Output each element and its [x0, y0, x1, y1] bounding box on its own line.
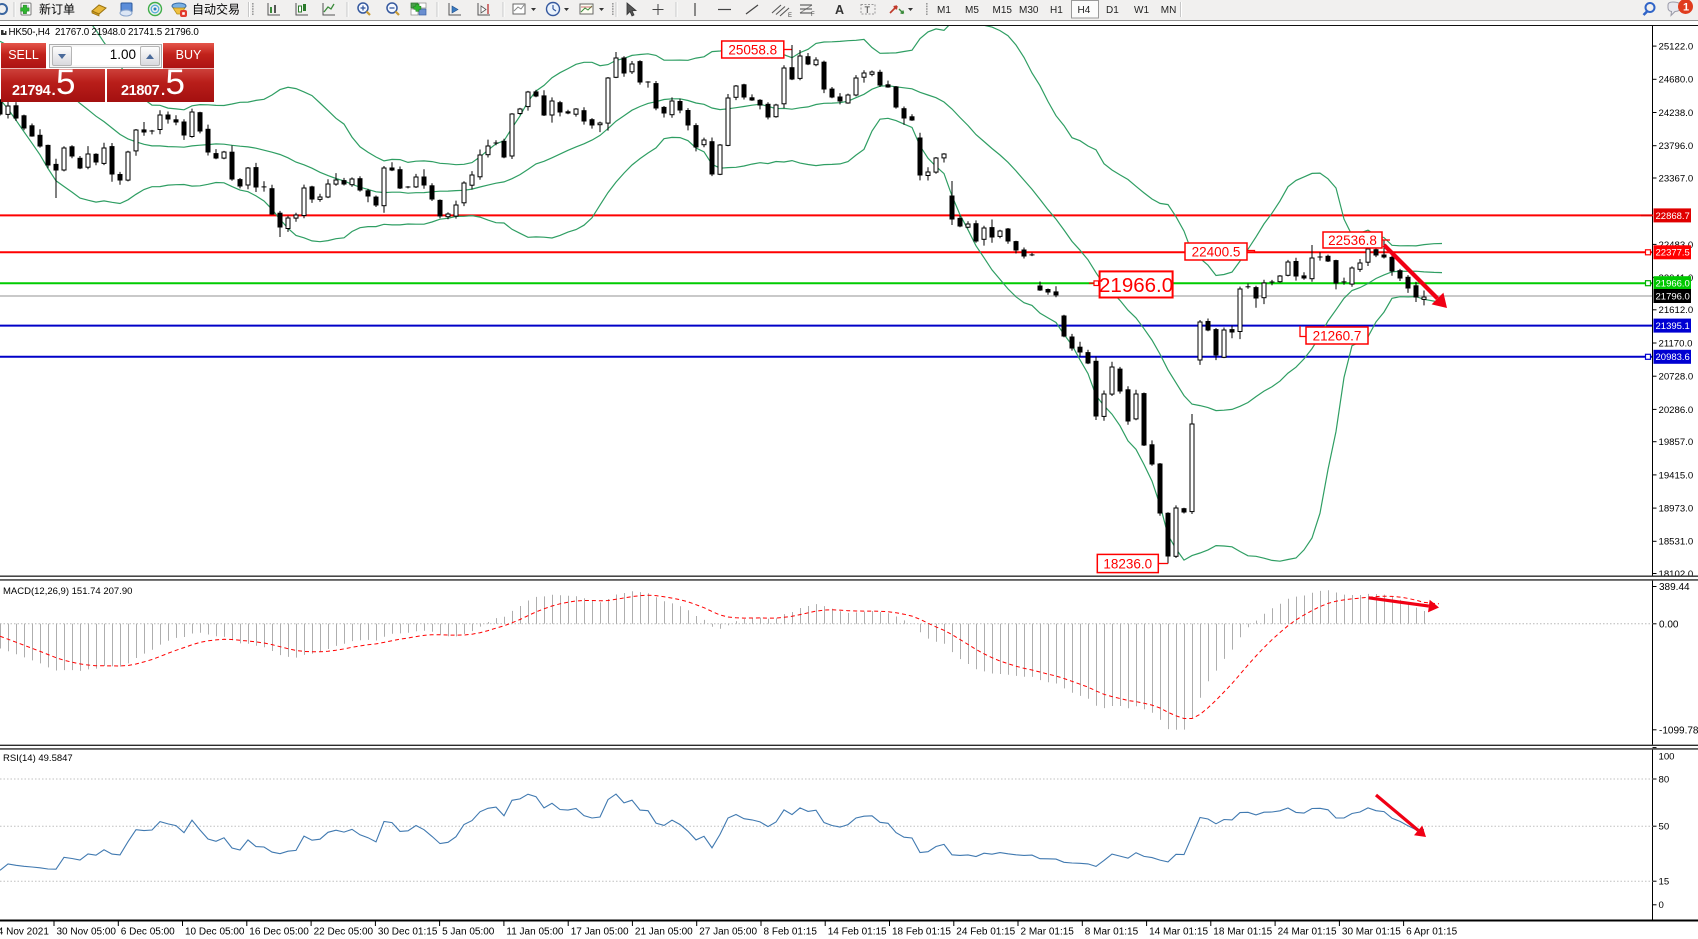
svg-text:F: F [811, 12, 815, 18]
svg-text:14 Mar 01:15: 14 Mar 01:15 [1149, 927, 1208, 938]
svg-text:0: 0 [1659, 900, 1664, 911]
svg-text:50: 50 [1659, 822, 1670, 833]
svg-text:20983.6: 20983.6 [1656, 352, 1690, 363]
svg-text:W1: W1 [1134, 5, 1149, 16]
svg-text:10 Dec 05:00: 10 Dec 05:00 [185, 927, 245, 938]
svg-text:16 Dec 05:00: 16 Dec 05:00 [249, 927, 309, 938]
svg-text:22536.8: 22536.8 [1328, 233, 1377, 248]
svg-text:22 Dec 05:00: 22 Dec 05:00 [314, 927, 374, 938]
svg-text:30 Nov 05:00: 30 Nov 05:00 [57, 927, 117, 938]
svg-text:T: T [865, 5, 871, 15]
svg-text:21796.0: 21796.0 [1656, 291, 1690, 302]
svg-text:21966.0: 21966.0 [1099, 274, 1173, 297]
svg-text:18 Mar 01:15: 18 Mar 01:15 [1213, 927, 1272, 938]
svg-text:H1: H1 [1050, 5, 1063, 16]
svg-text:18531.0: 18531.0 [1659, 537, 1694, 548]
svg-text:18236.0: 18236.0 [1103, 556, 1152, 571]
svg-text:19857.0: 19857.0 [1659, 437, 1694, 448]
svg-text:21612.0: 21612.0 [1659, 305, 1694, 316]
svg-text:389.44: 389.44 [1659, 582, 1690, 593]
svg-text:23796.0: 23796.0 [1659, 141, 1694, 152]
svg-text:H4: H4 [1078, 5, 1091, 16]
svg-text:21395.1: 21395.1 [1656, 321, 1690, 332]
svg-text:27 Jan 05:00: 27 Jan 05:00 [699, 927, 757, 938]
svg-text:0.00: 0.00 [1659, 619, 1679, 630]
svg-text:24 Mar 01:15: 24 Mar 01:15 [1278, 927, 1337, 938]
svg-text:21170.0: 21170.0 [1659, 338, 1693, 349]
svg-text:A: A [835, 3, 844, 17]
svg-text:22868.7: 22868.7 [1656, 211, 1690, 222]
svg-text:14 Feb 01:15: 14 Feb 01:15 [828, 927, 887, 938]
svg-text:24680.0: 24680.0 [1659, 75, 1694, 86]
svg-text:23367.0: 23367.0 [1659, 173, 1694, 184]
svg-text:100: 100 [1659, 751, 1675, 762]
svg-text:6 Apr 01:15: 6 Apr 01:15 [1406, 927, 1458, 938]
svg-text:24 Nov 2021: 24 Nov 2021 [0, 927, 49, 938]
svg-text:1: 1 [1683, 2, 1689, 14]
svg-text:自动交易: 自动交易 [192, 2, 240, 17]
svg-text:M15: M15 [993, 5, 1013, 16]
svg-text:80: 80 [1659, 774, 1670, 785]
svg-text:RSI(14) 49.5847: RSI(14) 49.5847 [3, 753, 73, 764]
svg-text:24238.0: 24238.0 [1659, 108, 1694, 119]
svg-text:22400.5: 22400.5 [1192, 244, 1241, 259]
svg-text:5 Jan 05:00: 5 Jan 05:00 [442, 927, 495, 938]
svg-text:15: 15 [1659, 877, 1670, 888]
svg-text:-1099.78: -1099.78 [1659, 725, 1698, 736]
svg-text:25058.8: 25058.8 [728, 42, 777, 57]
svg-text:21966.0: 21966.0 [1656, 279, 1690, 290]
svg-text:25122.0: 25122.0 [1659, 42, 1694, 53]
svg-text:6 Dec 05:00: 6 Dec 05:00 [121, 927, 175, 938]
svg-text:MACD(12,26,9) 151.74 207.90: MACD(12,26,9) 151.74 207.90 [3, 586, 132, 597]
svg-text:HK50-,H4 21767.0 21948.0 2174: HK50-,H4 21767.0 21948.0 21741.5 21796.0 [9, 27, 200, 38]
svg-text:18 Feb 01:15: 18 Feb 01:15 [892, 927, 951, 938]
svg-text:8 Mar 01:15: 8 Mar 01:15 [1085, 927, 1139, 938]
svg-text:21260.7: 21260.7 [1313, 328, 1362, 343]
svg-text:24 Feb 01:15: 24 Feb 01:15 [956, 927, 1015, 938]
svg-text:新订单: 新订单 [39, 2, 75, 17]
svg-text:11 Jan 05:00: 11 Jan 05:00 [506, 927, 564, 938]
svg-text:22377.5: 22377.5 [1656, 248, 1690, 259]
svg-text:20286.0: 20286.0 [1659, 405, 1694, 416]
svg-text:D1: D1 [1106, 5, 1119, 16]
svg-text:MN: MN [1161, 5, 1177, 16]
svg-text:M30: M30 [1019, 5, 1039, 16]
svg-text:18973.0: 18973.0 [1659, 504, 1694, 515]
svg-text:20728.0: 20728.0 [1659, 372, 1694, 383]
svg-text:2 Mar 01:15: 2 Mar 01:15 [1021, 927, 1075, 938]
svg-text:21 Jan 05:00: 21 Jan 05:00 [635, 927, 693, 938]
svg-text:19415.0: 19415.0 [1659, 470, 1694, 481]
svg-text:30 Dec 01:15: 30 Dec 01:15 [378, 927, 438, 938]
svg-text:18102.0: 18102.0 [1659, 569, 1694, 580]
svg-text:8 Feb 01:15: 8 Feb 01:15 [764, 927, 818, 938]
svg-text:E: E [788, 13, 792, 19]
svg-text:M5: M5 [965, 5, 979, 16]
svg-text:30 Mar 01:15: 30 Mar 01:15 [1342, 927, 1401, 938]
svg-text:17 Jan 05:00: 17 Jan 05:00 [571, 927, 629, 938]
svg-text:M1: M1 [937, 5, 951, 16]
